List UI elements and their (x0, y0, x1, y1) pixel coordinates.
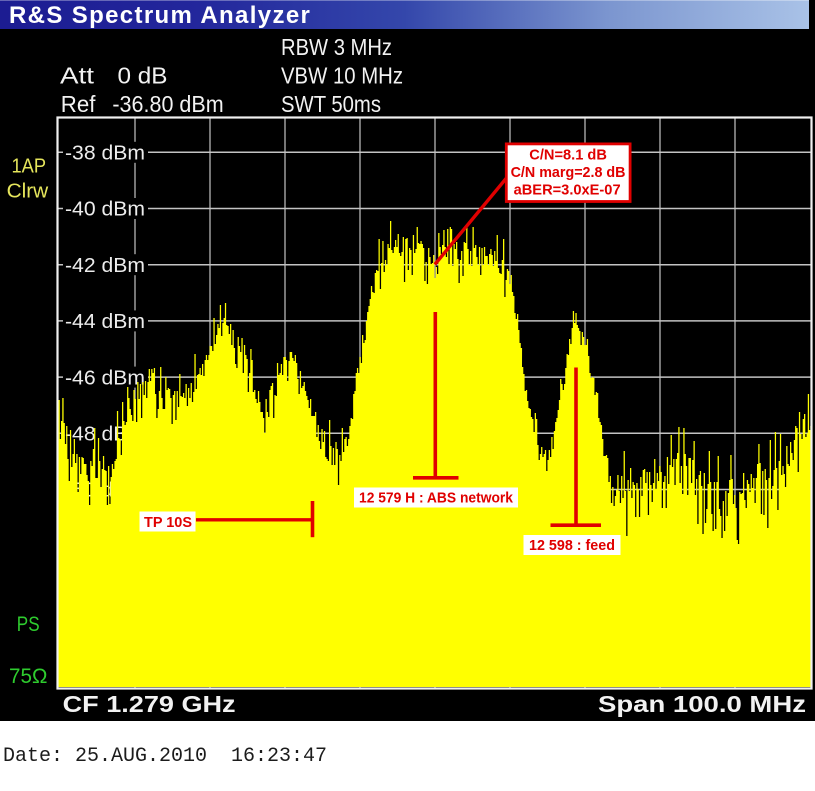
svg-text:1AP: 1AP (12, 155, 47, 177)
svg-text:C/N marg=2.8 dB: C/N marg=2.8 dB (511, 164, 626, 181)
svg-text:0 dB: 0 dB (118, 63, 168, 89)
svg-text:-42 dBm: -42 dBm (65, 255, 145, 277)
svg-text:C/N=8.1 dB: C/N=8.1 dB (529, 147, 607, 164)
svg-text:-46 dBm: -46 dBm (65, 367, 145, 389)
svg-text:12 579 H : ABS network: 12 579 H : ABS network (359, 490, 514, 507)
svg-text:75Ω: 75Ω (9, 665, 47, 688)
svg-text:TP 10S: TP 10S (144, 514, 192, 531)
svg-text:Clrw: Clrw (7, 181, 49, 203)
svg-text:PS: PS (17, 613, 40, 636)
svg-text:12 598 : feed: 12 598 : feed (529, 537, 615, 554)
svg-text:VBW 10 MHz: VBW 10 MHz (281, 63, 403, 89)
svg-text:-38 dBm: -38 dBm (65, 143, 145, 165)
svg-text:Ref: Ref (61, 91, 96, 117)
svg-text:-40 dBm: -40 dBm (65, 199, 145, 221)
svg-text:SWT 50ms: SWT 50ms (281, 91, 381, 117)
svg-text:Att: Att (60, 63, 95, 89)
svg-text:aBER=3.0xE-07: aBER=3.0xE-07 (514, 182, 621, 199)
svg-text:-36.80 dBm: -36.80 dBm (112, 91, 223, 117)
svg-text:CF 1.279 GHz: CF 1.279 GHz (63, 691, 236, 717)
svg-text:RBW 3 MHz: RBW 3 MHz (281, 34, 392, 60)
svg-text:-44 dBm: -44 dBm (65, 311, 145, 333)
svg-text:Span 100.0 MHz: Span 100.0 MHz (598, 691, 806, 717)
